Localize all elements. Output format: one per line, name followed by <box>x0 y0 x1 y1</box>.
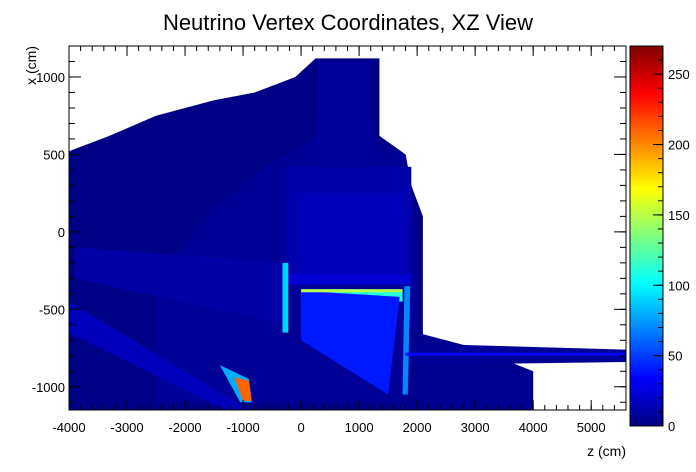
colorbar-tick-label: 200 <box>668 138 690 153</box>
y-tick-label: -500 <box>39 302 65 317</box>
heatmap-region-lower-diagonal-wedge <box>69 301 249 410</box>
x-tick-label: 2000 <box>403 420 432 435</box>
x-tick-label: 5000 <box>577 420 606 435</box>
x-tick-label: -1000 <box>226 420 259 435</box>
x-tick-label: 1000 <box>345 420 374 435</box>
heatmap-region-slab-upper-edge <box>301 289 403 293</box>
heatmap-region-right-vertical-edge <box>402 286 411 395</box>
x-tick-label: -3000 <box>110 420 143 435</box>
y-axis: -1000 -500 0 500 1000 <box>32 60 626 403</box>
colorbar-tick-label: 50 <box>668 349 682 364</box>
colorbar-tick-label: 100 <box>668 278 690 293</box>
x-tick-label: 0 <box>297 420 304 435</box>
colorbar-axis: 0 50 100 150 200 250 <box>653 45 690 434</box>
heatmap-layer <box>69 58 626 411</box>
heatmap-region-left-vertical-edge <box>282 262 289 333</box>
colorbar <box>629 45 664 427</box>
y-axis-label: x (cm) <box>23 46 39 85</box>
y-tick-label: 1000 <box>36 70 65 85</box>
x-axis: -4000 -3000 -2000 -1000 0 1000 2000 3000 4000 500… <box>52 46 627 435</box>
x-axis-label: z (cm) <box>587 443 626 459</box>
colorbar-tick-label: 150 <box>668 208 690 223</box>
colorbar-tick-label: 0 <box>668 419 675 434</box>
y-tick-label: 500 <box>43 147 65 162</box>
x-tick-label: 3000 <box>461 420 490 435</box>
chart-title: Neutrino Vertex Coordinates, XZ View <box>163 10 533 35</box>
colorbar-tick-label: 250 <box>668 67 690 82</box>
heatmap-region-slanted-trough <box>301 290 400 395</box>
heatmap-region-beam-line-bright <box>405 352 626 356</box>
x-tick-label: -4000 <box>52 420 85 435</box>
heatmap-region-upper-diagonal-wedge <box>74 247 287 325</box>
x-tick-label: -2000 <box>168 420 201 435</box>
heatmap-region-chimney <box>318 61 371 166</box>
y-tick-label: -1000 <box>32 380 65 395</box>
heatmap-region-interior-lower-band <box>286 273 412 285</box>
x-tick-label: 4000 <box>519 420 548 435</box>
heatmap-region-detector-interior <box>301 193 403 274</box>
y-tick-label: 0 <box>58 225 65 240</box>
heatmap-region-front-face-peak <box>234 377 252 401</box>
